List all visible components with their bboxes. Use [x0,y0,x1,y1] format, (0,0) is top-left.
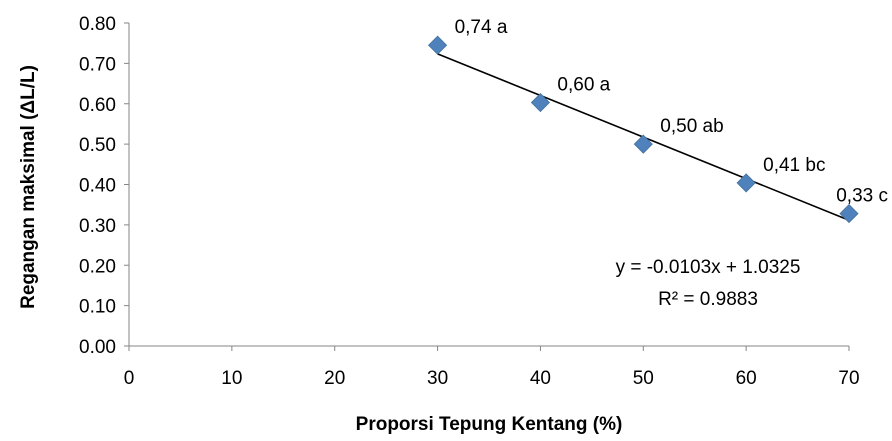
x-axis: 0 10 20 30 40 50 60 70 [124,345,860,389]
x-tick-label: 70 [838,368,859,389]
x-tick-label: 20 [324,368,345,389]
data-label: 0,60 a [557,75,610,96]
y-axis: 0.00 0.10 0.20 0.30 0.40 0.50 0.60 0.70 0.80 [79,14,130,358]
data-point [839,204,859,224]
trendline-equation: y = -0.0103x + 1.0325 [616,257,801,278]
x-tick-label: 40 [530,368,551,389]
y-tick-label: 0.40 [79,176,116,197]
y-tick-label: 0.10 [79,297,116,318]
y-tick-label: 0.60 [79,95,116,116]
y-tick-label: 0.20 [79,256,116,277]
data-points [428,35,859,224]
data-point [428,35,448,55]
data-label: 0,41 bc [763,155,825,176]
x-tick-label: 10 [221,368,242,389]
data-label: 0,74 a [455,17,508,38]
x-axis-title: Proporsi Tepung Kentang (%) [356,414,623,435]
y-tick-label: 0.50 [79,135,116,156]
y-tick-label: 0.00 [79,337,116,358]
y-axis-title: Regangan maksimal (ΔL/L) [18,65,39,309]
data-labels: 0,74 a 0,60 a 0,50 ab 0,41 bc 0,33 c [455,17,888,206]
r-squared-label: R² = 0.9883 [658,289,758,310]
x-tick-label: 60 [736,368,757,389]
x-tick-label: 50 [633,368,654,389]
data-point [633,134,653,154]
x-tick-label: 0 [124,368,135,389]
y-tick-label: 0.80 [79,14,116,35]
x-tick-label: 30 [427,368,448,389]
y-tick-label: 0.30 [79,216,116,237]
data-label: 0,33 c [836,186,888,207]
data-point [530,92,550,113]
data-label: 0,50 ab [660,116,723,137]
y-tick-label: 0.70 [79,54,116,75]
data-point [736,173,756,193]
